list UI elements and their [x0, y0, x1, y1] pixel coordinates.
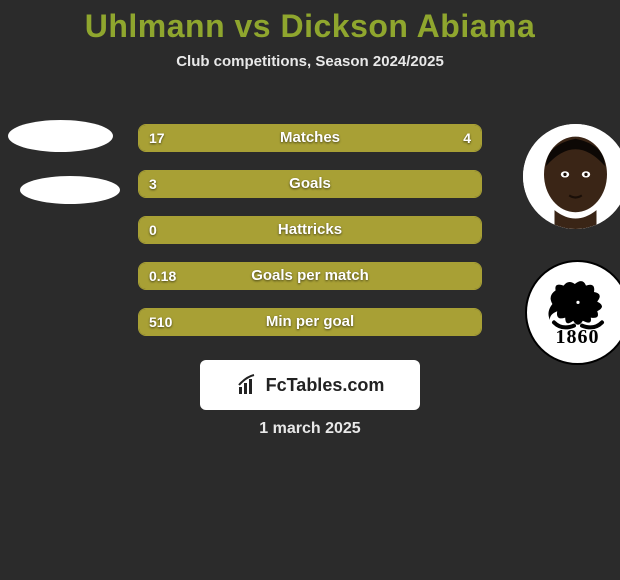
page-title: Uhlmann vs Dickson Abiama: [0, 0, 620, 45]
stat-row: 0Hattricks: [138, 216, 482, 244]
player-right-avatar: [523, 124, 620, 229]
face-icon: [523, 124, 620, 229]
stat-label: Min per goal: [139, 309, 481, 335]
brand-text: FcTables.com: [266, 375, 385, 396]
title-player-right: Dickson Abiama: [280, 8, 535, 44]
title-vs: vs: [225, 8, 280, 44]
comparison-chart: 174Matches 3Goals 0Hattricks 0.18Goals per …: [138, 124, 482, 354]
stat-label: Matches: [139, 125, 481, 151]
brand-badge: FcTables.com: [200, 360, 420, 410]
stat-row: 510Min per goal: [138, 308, 482, 336]
stat-label: Hattricks: [139, 217, 481, 243]
subtitle: Club competitions, Season 2024/2025: [0, 53, 620, 70]
player-right-club-badge: 1860: [525, 260, 620, 365]
title-player-left: Uhlmann: [85, 8, 225, 44]
stat-label: Goals per match: [139, 263, 481, 289]
stat-row: 0.18Goals per match: [138, 262, 482, 290]
player-left-club-badge: [20, 176, 120, 204]
stat-row: 3Goals: [138, 170, 482, 198]
stat-row: 174Matches: [138, 124, 482, 152]
player-left-avatar: [8, 120, 113, 152]
date-label: 1 march 2025: [0, 420, 620, 438]
badge-year: 1860: [556, 326, 600, 349]
stat-label: Goals: [139, 171, 481, 197]
chart-icon: [236, 373, 260, 397]
lion-icon: [538, 276, 618, 332]
